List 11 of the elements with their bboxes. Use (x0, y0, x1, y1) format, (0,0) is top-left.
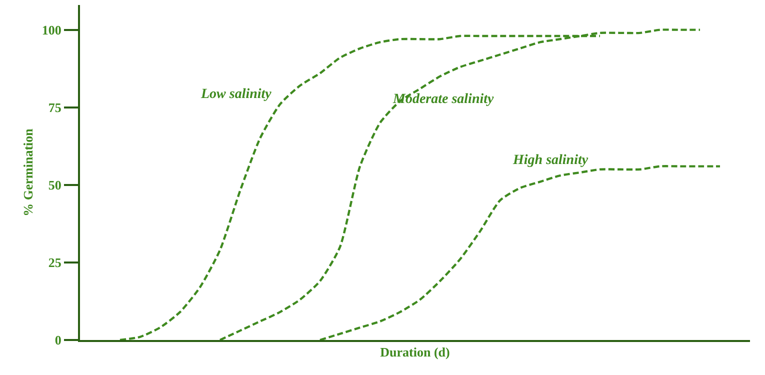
series-label: Low salinity (200, 87, 272, 102)
x-axis-title: Duration (d) (380, 344, 450, 360)
line-series (318, 165, 722, 340)
y-tick-label: 75 (48, 100, 62, 115)
series-label: High salinity (512, 153, 589, 168)
series-label: Moderate salinity (392, 92, 495, 107)
y-tick-label: 25 (48, 255, 62, 270)
y-tick-label: 100 (42, 22, 62, 38)
y-tick-label: 0 (54, 332, 62, 348)
y-tick-label: 50 (48, 177, 62, 192)
y-axis-title: % Germination (20, 128, 36, 216)
